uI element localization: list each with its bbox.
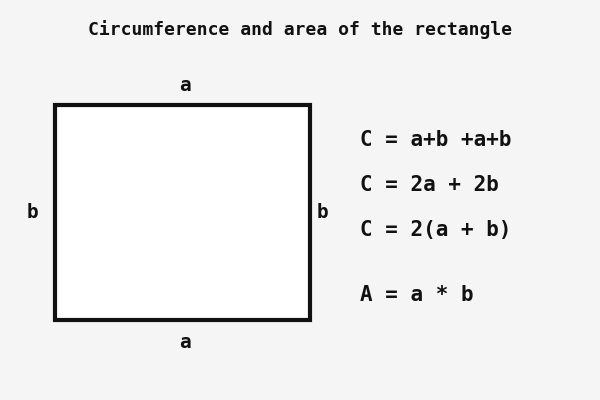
Bar: [55, 105, 310, 320]
Text: b: b: [317, 202, 329, 222]
Text: C = 2(a + b): C = 2(a + b): [360, 220, 511, 240]
Text: a: a: [179, 333, 191, 352]
Text: a: a: [179, 76, 191, 95]
Text: Circumference and area of the rectangle: Circumference and area of the rectangle: [88, 20, 512, 39]
Text: C = a+b +a+b: C = a+b +a+b: [360, 130, 511, 150]
Text: b: b: [26, 202, 38, 222]
Text: A = a * b: A = a * b: [360, 285, 473, 305]
Text: C = 2a + 2b: C = 2a + 2b: [360, 175, 499, 195]
